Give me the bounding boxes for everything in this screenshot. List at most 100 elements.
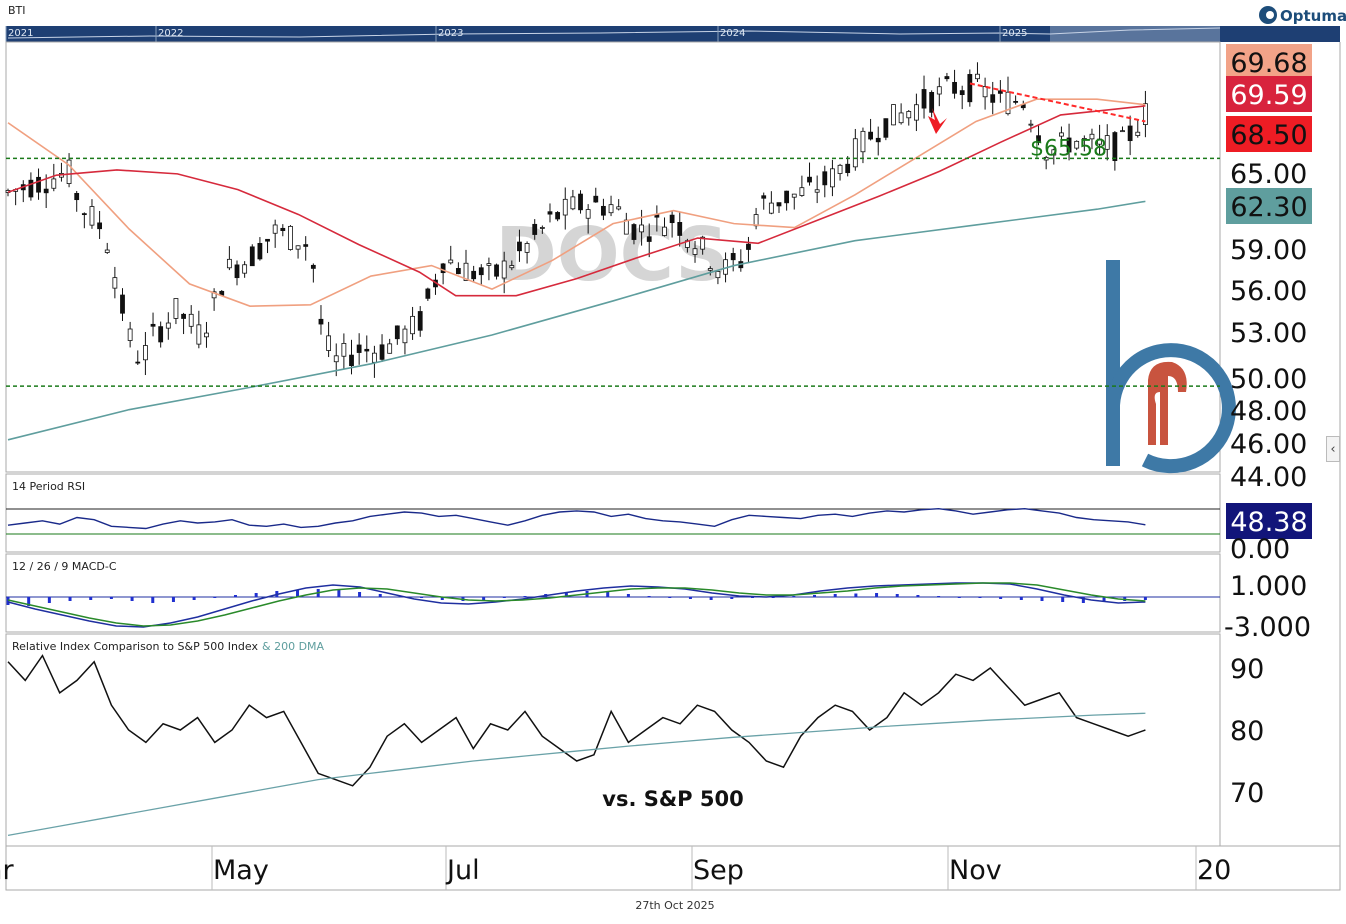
candle-body — [662, 226, 667, 236]
macd-histogram-bar — [171, 597, 175, 602]
x-axis-tick: 20 — [1197, 855, 1231, 886]
ticker-label: BTI — [8, 4, 26, 17]
relative-axis-tick: 90 — [1230, 654, 1264, 685]
macd-histogram-bar — [833, 594, 837, 597]
x-axis-tick: ar — [0, 855, 15, 886]
candle-body — [753, 214, 759, 227]
price-axis-tick: 59.00 — [1230, 235, 1307, 266]
candle-body — [372, 352, 377, 363]
macd-histogram-bar — [1102, 597, 1106, 602]
b-logo-stem — [1106, 260, 1120, 466]
macd-histogram-bar — [606, 592, 610, 597]
support-label: $65.58 — [1030, 136, 1107, 161]
candle-body — [1135, 131, 1141, 136]
candle-body — [646, 236, 652, 242]
ma-short-line — [7, 98, 1146, 307]
macd-histogram-bar — [750, 597, 754, 598]
candle-body — [898, 112, 904, 124]
macd-histogram-bar — [937, 596, 941, 597]
candle-body — [318, 318, 324, 325]
candle-body — [494, 264, 499, 277]
candle-body — [463, 262, 469, 281]
candle-body — [89, 206, 95, 226]
ma-long-line — [7, 200, 1146, 441]
macd-histogram-bar — [771, 597, 775, 598]
candle-body — [1143, 103, 1148, 125]
price-badge-value: 69.59 — [1230, 80, 1307, 111]
price-badge-value: 62.30 — [1230, 192, 1307, 223]
candle-body — [608, 204, 614, 214]
overview-year-label: 2021 — [8, 28, 33, 39]
candle-body — [295, 245, 301, 250]
candle-body — [852, 138, 858, 168]
macd-histogram-bar — [254, 593, 258, 597]
x-axis-tick: May — [213, 855, 269, 886]
price-axis-tick: 65.00 — [1230, 159, 1307, 190]
candle-body — [562, 198, 568, 216]
candle-body — [211, 291, 217, 299]
candle-body — [158, 326, 164, 343]
candle-body — [1005, 91, 1011, 115]
candle-body — [196, 324, 202, 345]
candle-body — [341, 343, 347, 357]
macd-histogram-bar — [151, 597, 155, 603]
macd-histogram-bar — [47, 597, 51, 603]
candle-body — [631, 224, 637, 240]
candle-body — [707, 268, 713, 271]
overview-window[interactable] — [1050, 26, 1220, 42]
candle-body — [868, 131, 873, 140]
candle-body — [830, 168, 835, 188]
candle-body — [1089, 133, 1095, 140]
price-axis-tick: 50.00 — [1230, 364, 1307, 395]
footer-date: 27th Oct 2025 — [635, 899, 714, 912]
candle-body — [616, 206, 622, 210]
candle-body — [639, 224, 644, 233]
macd-histogram-bar — [440, 597, 444, 600]
candle-body — [593, 195, 599, 203]
macd-histogram-bar — [109, 597, 113, 599]
overview-strip[interactable] — [6, 26, 1340, 42]
candle-body — [585, 209, 591, 219]
price-badge-value: 69.68 — [1230, 48, 1307, 79]
candle-body — [303, 244, 309, 247]
macd-histogram-bar — [192, 597, 196, 600]
candle-body — [784, 190, 790, 204]
candle-body — [837, 164, 843, 174]
price-axis-tick: 53.00 — [1230, 318, 1307, 349]
candle-body — [204, 332, 209, 338]
price-badge — [1226, 76, 1312, 112]
x-axis-tick: Sep — [693, 855, 744, 886]
price-badge — [1226, 44, 1312, 80]
candle-body — [143, 345, 148, 361]
macd-histogram-bar — [875, 593, 879, 597]
candle-body — [677, 222, 683, 236]
candle-body — [845, 163, 851, 174]
candle-body — [440, 263, 446, 274]
candle-body — [66, 159, 72, 184]
candle-body — [173, 298, 179, 319]
candle-body — [181, 313, 186, 319]
macd-histogram-bar — [564, 592, 568, 597]
candle-body — [791, 193, 797, 198]
macd-histogram-bar — [730, 597, 734, 599]
candle-body — [43, 188, 49, 194]
candle-body — [746, 243, 751, 250]
downtrend-line — [969, 82, 1146, 123]
candle-body — [715, 271, 721, 279]
candle-body — [532, 223, 538, 235]
candle-body — [349, 354, 354, 367]
macd-tick-0: 1.000 — [1230, 571, 1307, 602]
b-logo-mark — [1106, 260, 1236, 474]
candle-body — [601, 205, 606, 216]
scroll-left-arrow-icon[interactable]: ‹ — [1326, 436, 1340, 462]
relative-title-suffix: & 200 DMA — [262, 640, 325, 653]
macd-histogram-bar — [854, 593, 858, 597]
macd-histogram-bar — [1143, 597, 1147, 600]
macd-tick-1: -3.000 — [1224, 612, 1311, 643]
macd-histogram-bar — [792, 596, 796, 597]
macd-histogram-bar — [916, 595, 920, 597]
candle-body — [74, 192, 80, 201]
candle-body — [700, 236, 706, 250]
macd-histogram-bar — [1061, 597, 1065, 602]
candle-body — [768, 202, 774, 214]
